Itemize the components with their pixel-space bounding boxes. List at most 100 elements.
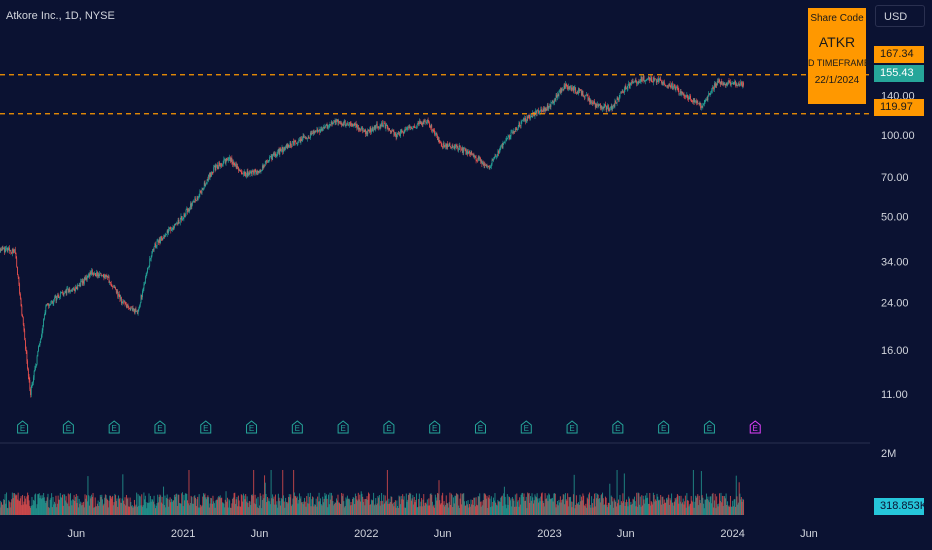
candle-body — [182, 218, 184, 220]
volume-bar — [606, 505, 608, 515]
volume-bar — [457, 494, 459, 515]
date-label: 22/1/2024 — [814, 75, 860, 86]
volume-bar — [388, 498, 390, 515]
currency-selector[interactable]: USD — [875, 5, 925, 27]
volume-bar — [430, 493, 432, 515]
candle-body — [258, 170, 260, 173]
earnings-icon[interactable]: E — [474, 420, 486, 434]
volume-bar — [668, 504, 670, 515]
volume-bar — [502, 505, 504, 515]
candle-body — [542, 108, 544, 112]
candle-body — [597, 104, 598, 106]
volume-bar — [104, 494, 106, 515]
volume-bar — [647, 503, 649, 515]
candle-body — [217, 166, 219, 169]
candle-body — [354, 123, 356, 126]
volume-bar — [729, 495, 731, 515]
earnings-icon[interactable]: E — [108, 420, 120, 434]
earnings-icon[interactable]: E — [520, 420, 532, 434]
earnings-icon[interactable]: E — [337, 420, 349, 434]
candle-body — [675, 87, 677, 90]
candle-body — [684, 96, 686, 97]
volume-bar — [94, 497, 96, 515]
candle-body — [490, 166, 492, 168]
volume-bar — [666, 499, 668, 515]
x-tick-label: 2023 — [537, 528, 561, 540]
earnings-icon[interactable]: E — [154, 420, 166, 434]
volume-bar — [590, 507, 592, 515]
earnings-icon[interactable]: E — [612, 420, 624, 434]
volume-bar — [289, 497, 291, 515]
volume-bar — [346, 499, 348, 515]
candle-body — [223, 159, 225, 164]
candle-body — [299, 139, 300, 141]
candle-body — [249, 172, 251, 175]
volume-bar — [497, 499, 499, 515]
volume-bar — [164, 495, 166, 515]
candle-body — [476, 160, 478, 162]
volume-scale-label: 2M — [881, 448, 896, 460]
candle-body — [526, 116, 528, 121]
candle-body — [186, 208, 188, 211]
candle-body — [541, 111, 543, 113]
candle-body — [631, 80, 633, 84]
volume-bar — [333, 505, 335, 515]
earnings-icon[interactable]: E — [62, 420, 74, 434]
candle-body — [237, 167, 239, 170]
candle-body — [75, 286, 77, 288]
candle-body — [714, 83, 716, 87]
earnings-icon[interactable]: E — [749, 420, 761, 434]
candle-body — [433, 129, 435, 131]
earnings-icon[interactable]: E — [17, 420, 29, 434]
svg-text:E: E — [615, 424, 620, 433]
candle-body — [591, 102, 593, 104]
earnings-icon[interactable]: E — [566, 420, 578, 434]
candle-body — [103, 275, 105, 279]
volume-bar — [268, 498, 270, 515]
volume-bar — [616, 470, 618, 515]
candle-body — [42, 326, 44, 331]
candle-body — [437, 137, 439, 141]
volume-bar — [410, 500, 412, 515]
volume-bar — [513, 500, 515, 515]
earnings-icon[interactable]: E — [658, 420, 670, 434]
volume-bar — [287, 503, 289, 515]
volume-bar — [136, 506, 138, 515]
volume-bar — [159, 494, 161, 515]
earnings-icon[interactable]: E — [703, 420, 715, 434]
volume-bar — [684, 495, 686, 515]
candle-body — [395, 135, 397, 138]
volume-bar — [141, 494, 143, 515]
earnings-icon[interactable]: E — [246, 420, 258, 434]
volume-bar — [371, 500, 373, 515]
candle-body — [100, 273, 102, 276]
candle-body — [517, 128, 518, 130]
candle-body — [350, 123, 352, 126]
candle-body — [37, 351, 39, 357]
volume-bar — [343, 501, 345, 515]
volume-bar — [248, 500, 250, 515]
volume-bar — [689, 503, 691, 515]
volume-bar — [492, 501, 494, 515]
candle-body — [199, 190, 201, 195]
volume-bar — [87, 476, 89, 515]
earnings-icon[interactable]: E — [383, 420, 395, 434]
candle-body — [251, 171, 252, 174]
earnings-icon[interactable]: E — [429, 420, 441, 434]
volume-tag: 318.853K — [874, 498, 927, 515]
last-price-tag: 155.43 — [874, 65, 924, 82]
volume-bar — [695, 497, 697, 515]
earnings-icon[interactable]: E — [200, 420, 212, 434]
volume-bar — [658, 499, 660, 515]
candle-body — [112, 286, 114, 287]
volume-bar — [391, 504, 393, 515]
volume-bar — [184, 493, 186, 515]
volume-bar — [406, 501, 408, 515]
candle-body — [357, 125, 359, 130]
volume-bar — [276, 501, 278, 515]
earnings-icon[interactable]: E — [291, 420, 303, 434]
candle-body — [375, 125, 377, 129]
candle-body — [536, 111, 538, 114]
volume-bar — [475, 497, 477, 515]
